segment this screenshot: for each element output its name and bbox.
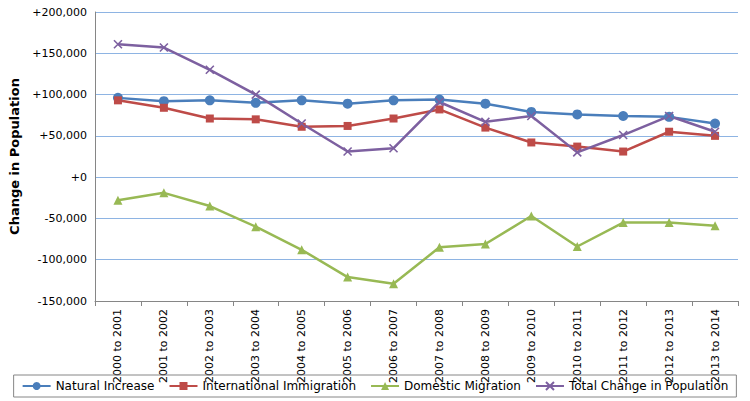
svg-text:2001 to 2002: 2001 to 2002 xyxy=(157,309,170,383)
svg-text:Change in Population: Change in Population xyxy=(7,78,22,235)
svg-text:Domestic Migration: Domestic Migration xyxy=(404,379,521,393)
svg-text:-100,000: -100,000 xyxy=(38,253,87,266)
svg-text:+50,000: +50,000 xyxy=(39,129,87,142)
svg-text:+200,000: +200,000 xyxy=(32,6,87,19)
svg-text:Total Change in Population: Total Change in Population xyxy=(568,379,728,393)
svg-text:+0: +0 xyxy=(71,171,87,184)
svg-text:+150,000: +150,000 xyxy=(32,47,87,60)
svg-text:2013 to 2014: 2013 to 2014 xyxy=(709,309,722,383)
svg-text:2008 to 2009: 2008 to 2009 xyxy=(479,309,492,383)
svg-text:+100,000: +100,000 xyxy=(32,88,87,101)
svg-text:-50,000: -50,000 xyxy=(45,212,87,225)
svg-text:Natural Increase: Natural Increase xyxy=(56,379,155,393)
svg-text:International Immigration: International Immigration xyxy=(202,379,356,393)
svg-text:2003 to 2004: 2003 to 2004 xyxy=(249,309,262,383)
svg-text:2006 to 2007: 2006 to 2007 xyxy=(387,309,400,383)
svg-text:2005 to 2006: 2005 to 2006 xyxy=(341,309,354,383)
svg-text:2007 to 2008: 2007 to 2008 xyxy=(433,309,446,383)
svg-text:2000 to 2001: 2000 to 2001 xyxy=(111,309,124,383)
svg-text:2012 to 2013: 2012 to 2013 xyxy=(663,309,676,383)
svg-text:2009 to 2010: 2009 to 2010 xyxy=(525,309,538,383)
svg-text:2002 to 2003: 2002 to 2003 xyxy=(203,309,216,383)
svg-text:-150,000: -150,000 xyxy=(38,295,87,308)
svg-text:2004 to 2005: 2004 to 2005 xyxy=(295,309,308,383)
svg-text:2010 to 2011: 2010 to 2011 xyxy=(571,309,584,383)
svg-text:2011 to 2012: 2011 to 2012 xyxy=(617,309,630,383)
